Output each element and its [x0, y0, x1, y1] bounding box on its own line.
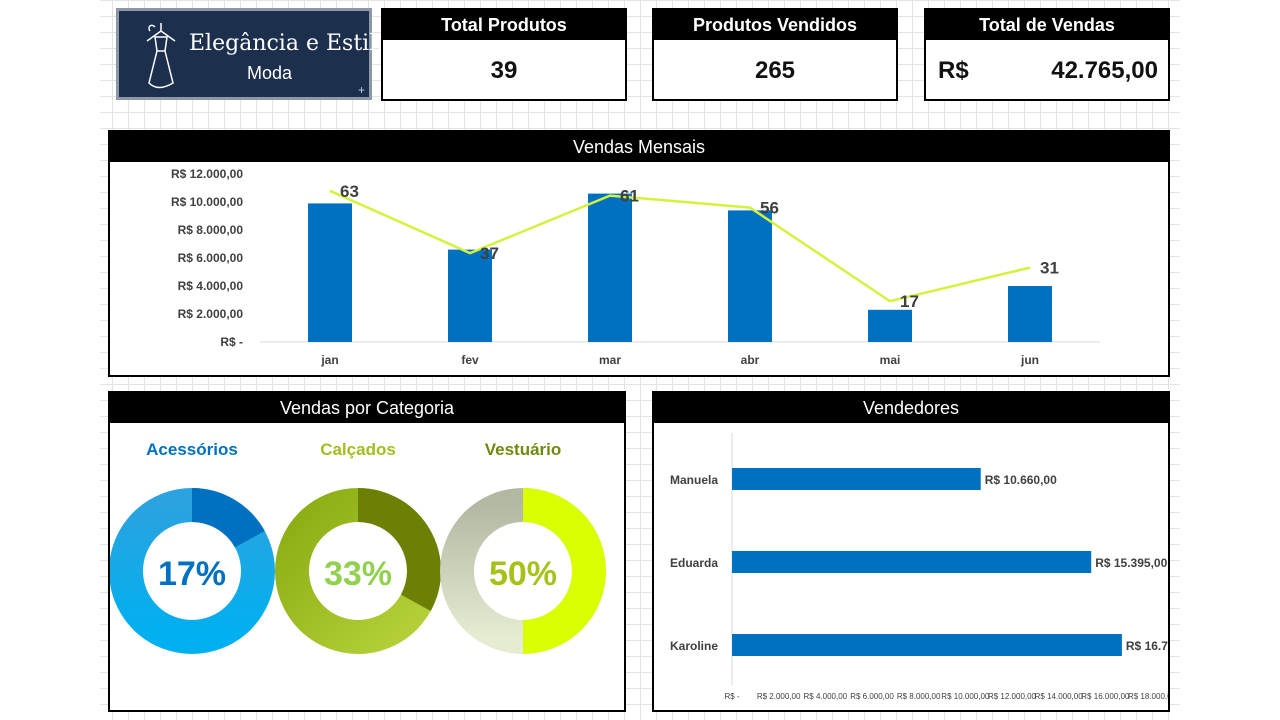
kpi-currency: R$ [938, 57, 969, 84]
y-tick-label: R$ - [220, 335, 243, 349]
kpi-value: 265 [754, 57, 796, 84]
x-tick-label: R$ 8.000,00 [897, 692, 941, 701]
y-tick-label: R$ 10.000,00 [171, 195, 243, 209]
category-title: Acessórios [146, 440, 238, 459]
quantity-data-label: 61 [620, 187, 639, 206]
quantity-data-label: 17 [900, 292, 919, 311]
kpi-total-produtos: Total Produtos 39 [381, 8, 627, 101]
sheet-margin-left [0, 0, 100, 720]
category-sales-panel: Vendas por Categoria Acessórios Calçados V… [108, 391, 626, 712]
kpi-value: 39 [490, 57, 518, 84]
x-tick-label: R$ 10.000,00 [941, 692, 990, 701]
sheet-margin-right [1180, 0, 1280, 720]
x-tick-label: R$ - [724, 692, 739, 701]
sellers-title: Vendedores [654, 393, 1168, 423]
plus-icon: + [357, 83, 365, 97]
dress-icon [146, 23, 176, 89]
x-tick-label: fev [461, 353, 479, 367]
x-tick-label: R$ 6.000,00 [850, 692, 894, 701]
kpi-total-vendas: Total de Vendas R$ 42.765,00 [924, 8, 1170, 101]
brand-subtitle: Moda [247, 63, 293, 83]
monthly-sales-title: Vendas Mensais [110, 132, 1168, 162]
brand-title: Elegância e Estilo [189, 31, 390, 56]
quantity-line [329, 189, 1031, 303]
donut-value-label: 50% [489, 555, 557, 593]
x-tick-label: mar [599, 353, 621, 367]
brand-logo: Elegância e Estilo Moda + [116, 8, 389, 100]
kpi-value: 42.765,00 [1051, 57, 1158, 84]
sellers-panel: Vendedores Manuela R$ 10.660,00 Eduarda R$ … [652, 391, 1170, 712]
x-tick-label: R$ 2.000,00 [757, 692, 801, 701]
kpi-label: Produtos Vendidos [654, 10, 896, 40]
x-tick-label: mai [880, 353, 901, 367]
y-tick-label: R$ 4.000,00 [178, 279, 244, 293]
sales-bar-mar [588, 193, 632, 342]
quantity-data-label: 37 [480, 244, 499, 263]
donut-value-label: 33% [324, 555, 392, 593]
seller-name: Manuela [670, 473, 718, 487]
sales-bar-jun [1008, 286, 1052, 342]
x-tick-label: R$ 4.000,00 [804, 692, 848, 701]
category-donut-charts: 17% 33% 50% [110, 488, 606, 654]
seller-bar-Manuela [732, 468, 981, 490]
kpi-label: Total Produtos [383, 10, 625, 40]
sales-bar-mai [868, 309, 912, 342]
y-tick-label: R$ 8.000,00 [178, 223, 244, 237]
sales-bar-abr [728, 210, 772, 342]
kpi-label: Total de Vendas [926, 10, 1168, 40]
x-tick-label: R$ 14.000,00 [1035, 692, 1084, 701]
x-tick-label: abr [741, 353, 760, 367]
kpi-produtos-vendidos: Produtos Vendidos 265 [652, 8, 898, 101]
x-tick-label: jan [320, 353, 338, 367]
seller-value-label: R$ 16.710,00 [1126, 639, 1168, 653]
x-tick-label: jun [1020, 353, 1039, 367]
x-tick-label: R$ 18.000,00 [1128, 692, 1168, 701]
seller-bar-Eduarda [732, 551, 1092, 573]
seller-name: Eduarda [670, 556, 718, 570]
category-title: Calçados [320, 440, 396, 459]
seller-value-label: R$ 10.660,00 [985, 473, 1057, 487]
donut-slice-Vestuário [522, 488, 606, 654]
category-title: Vestuário [484, 440, 562, 459]
quantity-data-label: 63 [340, 182, 359, 201]
category-sales-title: Vendas por Categoria [110, 393, 624, 423]
donut-slice-Calçados [357, 488, 441, 611]
sales-bar-jan [308, 203, 352, 342]
donut-slice-Acessórios [191, 488, 265, 549]
donut-value-label: 17% [158, 555, 226, 593]
x-tick-label: R$ 12.000,00 [988, 692, 1037, 701]
monthly-sales-panel: Vendas Mensais R$ - R$ 2.000,00 R$ 4.000,0… [108, 130, 1170, 377]
seller-name: Karoline [670, 639, 718, 653]
sales-bar-fev [448, 249, 492, 342]
sellers-chart: Manuela R$ 10.660,00 Eduarda R$ 15.395,00 Ka… [670, 433, 1168, 701]
x-tick-label: R$ 16.000,00 [1081, 692, 1130, 701]
seller-bar-Karoline [732, 634, 1122, 656]
y-tick-label: R$ 12.000,00 [171, 167, 243, 181]
quantity-data-label: 56 [760, 199, 779, 218]
monthly-sales-chart: R$ - R$ 2.000,00 R$ 4.000,00 R$ 6.000,00 R$ … [171, 167, 1100, 367]
seller-value-label: R$ 15.395,00 [1095, 556, 1167, 570]
y-tick-label: R$ 6.000,00 [178, 251, 244, 265]
y-tick-label: R$ 2.000,00 [178, 307, 244, 321]
quantity-data-label: 31 [1040, 259, 1059, 278]
